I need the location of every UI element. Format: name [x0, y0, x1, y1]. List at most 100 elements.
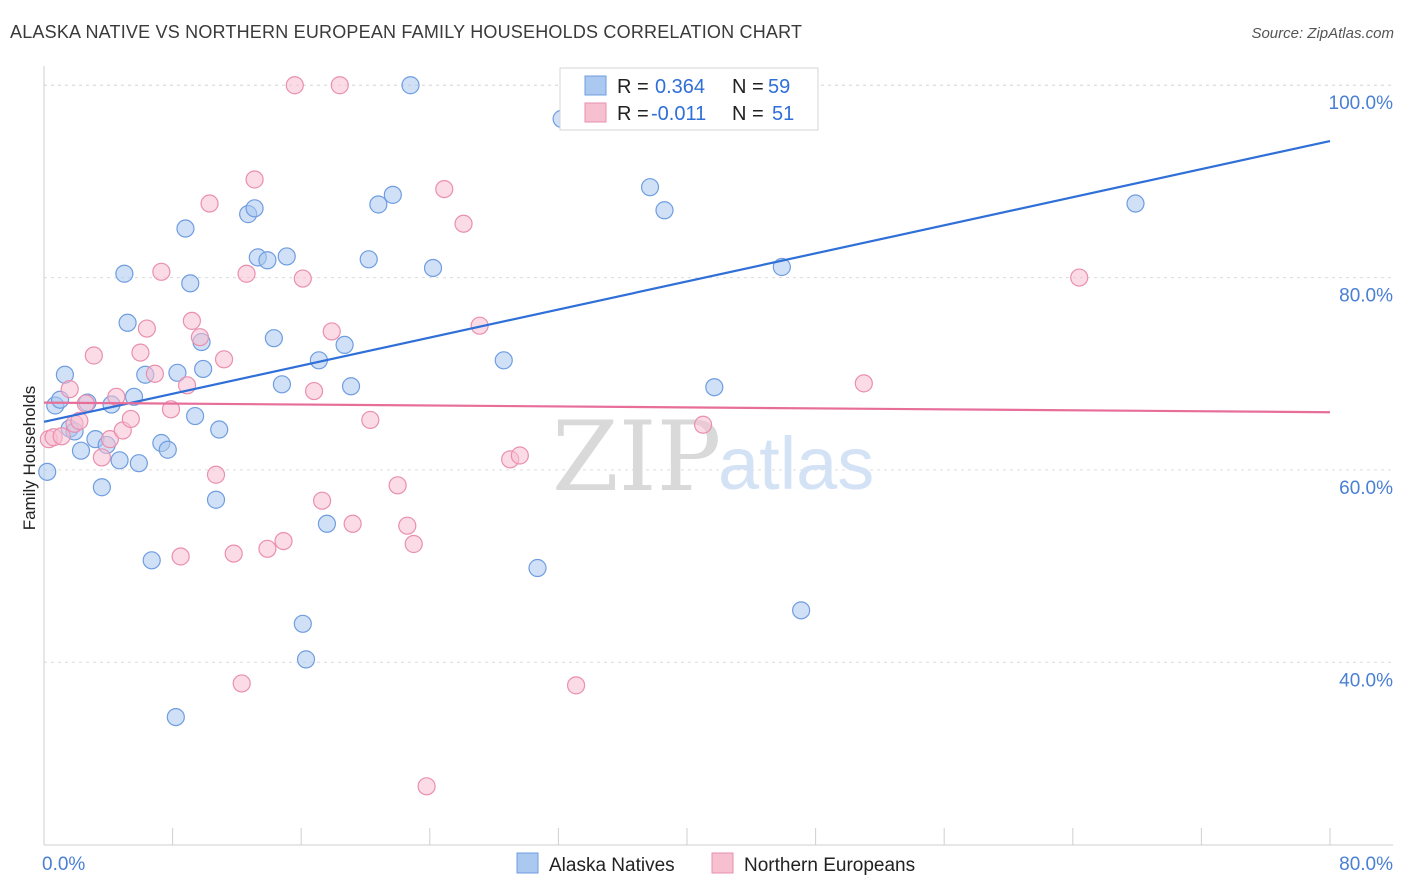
northern-european-point [100, 430, 120, 449]
alaska-native-point [115, 264, 134, 283]
y-tick-label: 100.0% [1329, 93, 1394, 114]
y-axis-label: Family Households [20, 386, 39, 531]
bottom-legend-swatch-northern [711, 852, 734, 874]
northern-european-point [182, 311, 201, 330]
alaska-native-point [168, 363, 187, 382]
alaska-native-trend-line [43, 139, 1331, 423]
bottom-legend-label-northern: Northern Europeans [744, 855, 915, 876]
northern-european-point [293, 269, 312, 288]
series-legend: Alaska Natives Northern Europeans [516, 852, 915, 876]
watermark-zip: ZIP [552, 401, 721, 513]
y-tick-labels: 100.0% 80.0% 60.0% 40.0% [1329, 93, 1394, 691]
northern-european-point [161, 400, 181, 419]
northern-european-point [330, 76, 349, 95]
northern-european-point [435, 180, 454, 199]
legend-swatch-alaska [584, 75, 607, 96]
alaska-native-point [38, 462, 57, 481]
watermark: ZIP atlas [552, 401, 874, 513]
northern-european-point [52, 427, 71, 446]
alaska-native-point [142, 551, 161, 570]
alaska-native-point [264, 329, 283, 348]
alaska-native-point [186, 406, 205, 426]
alaska-native-point [401, 76, 420, 95]
alaska-native-point [166, 707, 185, 727]
source-label: Source: ZipAtlas.com [1251, 25, 1394, 42]
northern-european-point [92, 448, 111, 467]
alaska-native-point [359, 250, 378, 269]
alaska-native-point [341, 377, 361, 396]
alaska-native-point [296, 650, 316, 669]
northern-european-point [566, 676, 586, 695]
stats-legend: R = 0.364 N = 59 R = -0.011 N = 51 [559, 67, 819, 131]
chart-title: ALASKA NATIVE VS NORTHERN EUROPEAN FAMIL… [10, 22, 803, 42]
northern-european-point [224, 544, 243, 563]
y-tick-label: 80.0% [1339, 286, 1393, 307]
alaska-native-point [528, 558, 547, 578]
northern-european-point [152, 262, 171, 281]
alaska-native-point [1126, 194, 1145, 213]
x-tick-label-start: 0.0% [42, 854, 85, 875]
y-tick-label: 40.0% [1339, 670, 1393, 691]
legend-r-value-northern: -0.011 [651, 103, 706, 125]
northern-european-point [274, 531, 293, 551]
alaska-native-point [110, 451, 129, 470]
northern-european-point [70, 411, 89, 430]
alaska-native-point [92, 478, 111, 497]
alaska-native-point [245, 199, 264, 218]
trend-lines [43, 139, 1331, 423]
alaska-native-point [272, 375, 292, 394]
alaska-native-point [655, 201, 674, 220]
northern-european-point [206, 465, 226, 484]
northern-european-point [854, 374, 873, 393]
northern-european-point [454, 214, 473, 233]
alaska-native-point [258, 251, 277, 270]
alaska-native-point [210, 420, 229, 439]
alaska-native-point [293, 614, 312, 633]
x-tick-labels: 0.0% 80.0% [42, 854, 1393, 875]
northern-european-point [343, 514, 362, 533]
northern-european-point [131, 343, 150, 362]
northern-european-point [304, 381, 324, 401]
northern-european-point [145, 364, 165, 383]
alaska-native-point [118, 313, 137, 332]
alaska-native-point [792, 601, 811, 620]
northern-european-point [121, 409, 140, 429]
axes [43, 66, 1393, 846]
northern-european-point [693, 415, 713, 434]
legend-n-label-northern: N = [732, 103, 764, 125]
y-tick-label: 60.0% [1339, 478, 1393, 499]
northern-european-point [312, 491, 332, 510]
alaska-native-point [158, 440, 177, 459]
legend-r-value-alaska: 0.364 [655, 76, 705, 98]
x-tick-label-end: 80.0% [1339, 854, 1393, 875]
northern-european-point [60, 380, 79, 399]
legend-r-label-northern: R = [617, 103, 649, 125]
northern-european-point [200, 194, 219, 213]
legend-swatch-northern [584, 102, 607, 123]
data-points [38, 76, 1145, 796]
northern-european-point [404, 534, 423, 554]
northern-european-point [285, 76, 304, 95]
northern-european-point [258, 539, 277, 558]
alaska-native-point [369, 195, 388, 214]
northern-european-point [361, 410, 380, 430]
legend-r-label-alaska: R = [617, 76, 649, 98]
legend-n-label-alaska: N = [732, 76, 764, 98]
alaska-native-point [423, 258, 443, 278]
bottom-legend-swatch-alaska [516, 852, 539, 874]
bottom-legend-label-alaska: Alaska Natives [549, 855, 675, 876]
alaska-native-point [335, 335, 354, 355]
northern-european-point [510, 446, 529, 465]
legend-n-value-alaska: 59 [768, 76, 790, 98]
alaska-native-point [494, 351, 513, 370]
northern-european-point [388, 476, 407, 495]
northern-european-point [190, 328, 210, 347]
alaska-native-point [71, 441, 91, 460]
northern-european-point [237, 264, 256, 283]
northern-european-point [417, 777, 436, 796]
alaska-native-point [176, 219, 195, 238]
alaska-native-point [383, 185, 402, 204]
northern-european-point [322, 322, 341, 341]
alaska-native-point [181, 274, 200, 293]
